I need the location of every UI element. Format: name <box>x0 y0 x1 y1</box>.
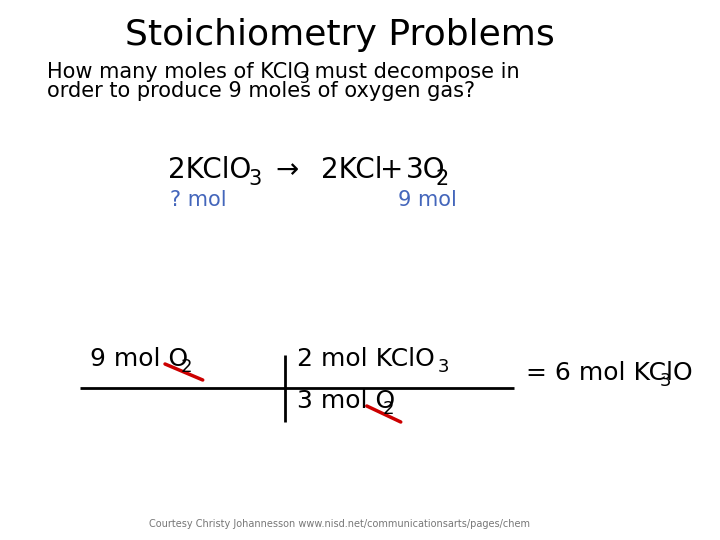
Text: 2KCl: 2KCl <box>320 156 382 184</box>
Text: →: → <box>275 156 299 184</box>
Text: 9 mol O: 9 mol O <box>89 347 188 371</box>
Text: 2: 2 <box>383 400 395 418</box>
Text: 3: 3 <box>248 169 261 189</box>
Text: must decompose in: must decompose in <box>308 62 520 82</box>
Text: 2KClO: 2KClO <box>168 156 251 184</box>
Text: Stoichiometry Problems: Stoichiometry Problems <box>125 18 554 52</box>
Text: 3O: 3O <box>405 156 445 184</box>
Text: order to produce 9 moles of oxygen gas?: order to produce 9 moles of oxygen gas? <box>47 81 475 101</box>
Text: +: + <box>380 156 403 184</box>
Text: = 6 mol KClO: = 6 mol KClO <box>526 361 693 385</box>
Text: 3 mol O: 3 mol O <box>297 389 395 413</box>
Text: 2 mol KClO: 2 mol KClO <box>297 347 435 371</box>
Text: 2: 2 <box>181 358 192 376</box>
Text: Courtesy Christy Johannesson www.nisd.net/communicationsarts/pages/chem: Courtesy Christy Johannesson www.nisd.ne… <box>149 519 530 529</box>
Text: How many moles of KClO: How many moles of KClO <box>47 62 310 82</box>
Text: 9 mol: 9 mol <box>397 190 456 210</box>
Text: 3: 3 <box>660 372 672 390</box>
Text: ? mol: ? mol <box>170 190 226 210</box>
Text: 3: 3 <box>438 358 449 376</box>
Text: 3: 3 <box>300 71 310 86</box>
Text: 2: 2 <box>436 169 449 189</box>
